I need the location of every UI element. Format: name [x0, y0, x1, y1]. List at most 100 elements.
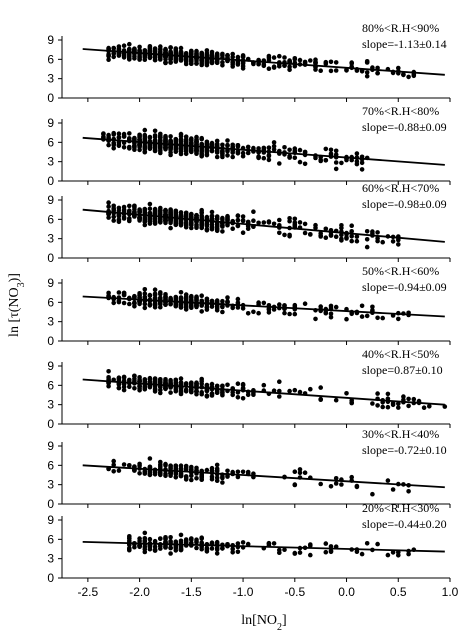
y-tick-label: 0 — [47, 91, 54, 105]
data-point — [163, 461, 168, 467]
data-point — [282, 145, 287, 150]
data-point — [111, 218, 116, 223]
data-point — [178, 213, 184, 219]
data-point — [137, 207, 142, 212]
data-point — [240, 61, 246, 66]
data-point — [359, 314, 365, 319]
data-point — [375, 391, 380, 396]
data-point — [277, 388, 282, 394]
data-point — [163, 145, 168, 150]
data-point — [199, 51, 204, 56]
data-point — [168, 390, 173, 395]
data-point — [282, 55, 287, 60]
data-point — [204, 296, 210, 302]
data-point — [349, 229, 355, 234]
data-point — [142, 287, 148, 292]
data-point — [142, 538, 148, 543]
data-point — [245, 469, 251, 475]
data-point — [168, 150, 173, 155]
data-point — [287, 59, 292, 64]
data-point — [116, 217, 122, 222]
data-point — [328, 544, 334, 549]
data-point — [178, 220, 184, 226]
data-point — [411, 396, 417, 402]
data-point — [173, 46, 179, 51]
data-point — [214, 551, 220, 556]
data-point — [220, 390, 225, 395]
data-point — [168, 377, 173, 383]
data-point — [370, 491, 375, 497]
data-point — [116, 385, 122, 391]
data-point — [230, 62, 235, 67]
data-point — [111, 146, 116, 151]
data-point — [142, 206, 148, 212]
x-tick-label: -2.5 — [78, 585, 99, 599]
data-point — [158, 536, 163, 541]
data-point — [297, 220, 303, 225]
rh-range-label: 50%<R.H<60% — [362, 264, 439, 278]
data-point — [189, 140, 194, 145]
data-point — [142, 530, 148, 536]
data-point — [121, 43, 127, 48]
data-point — [277, 302, 282, 307]
data-point — [287, 218, 292, 224]
data-point — [204, 228, 210, 233]
data-point — [235, 143, 241, 148]
data-point — [370, 401, 375, 406]
data-point — [137, 57, 142, 62]
data-point — [375, 315, 380, 321]
data-point — [297, 467, 303, 472]
slope-label: slope=-0.94±0.09 — [362, 280, 447, 294]
data-point — [235, 549, 241, 555]
x-axis-title: ln[NO2] — [241, 613, 286, 633]
data-point — [132, 386, 137, 391]
fit-line — [82, 541, 445, 553]
data-point — [147, 44, 153, 49]
data-point — [168, 465, 173, 471]
data-point — [158, 377, 163, 382]
data-point — [344, 235, 349, 240]
x-tick-label: -1.5 — [181, 585, 202, 599]
data-point — [235, 296, 241, 302]
x-tick-label: -0.5 — [284, 585, 305, 599]
data-point — [199, 535, 204, 540]
data-point — [333, 166, 339, 172]
data-point — [396, 316, 401, 322]
data-point — [308, 232, 313, 237]
data-point — [168, 473, 173, 479]
data-point — [297, 57, 303, 63]
data-point — [308, 386, 313, 392]
fit-line — [82, 295, 445, 318]
fit-line — [82, 48, 445, 76]
data-point — [142, 301, 148, 307]
data-point — [168, 60, 173, 65]
data-point — [266, 310, 272, 315]
data-point — [204, 147, 210, 153]
data-point — [235, 381, 241, 387]
data-point — [111, 469, 116, 474]
data-point — [364, 244, 370, 250]
slope-label: slope=-1.13±0.14 — [362, 37, 447, 51]
data-point — [220, 142, 225, 148]
data-point — [333, 68, 339, 73]
data-point — [313, 60, 318, 65]
data-point — [152, 544, 158, 549]
data-point — [142, 387, 148, 392]
data-point — [152, 548, 158, 553]
data-point — [142, 54, 148, 60]
y-tick-label: 9 — [47, 439, 54, 453]
y-tick-label: 9 — [47, 193, 54, 207]
data-point — [142, 137, 148, 143]
data-point — [220, 298, 225, 304]
y-tick-label: 0 — [47, 174, 54, 188]
data-point — [147, 201, 153, 207]
data-point — [354, 151, 360, 156]
data-point — [152, 538, 158, 544]
data-point — [168, 134, 173, 139]
data-point — [328, 147, 334, 153]
data-point — [189, 537, 194, 543]
data-point — [235, 223, 241, 229]
y-tick-label: 9 — [47, 513, 54, 527]
y-tick-label: 0 — [47, 571, 54, 585]
data-point — [261, 155, 267, 161]
